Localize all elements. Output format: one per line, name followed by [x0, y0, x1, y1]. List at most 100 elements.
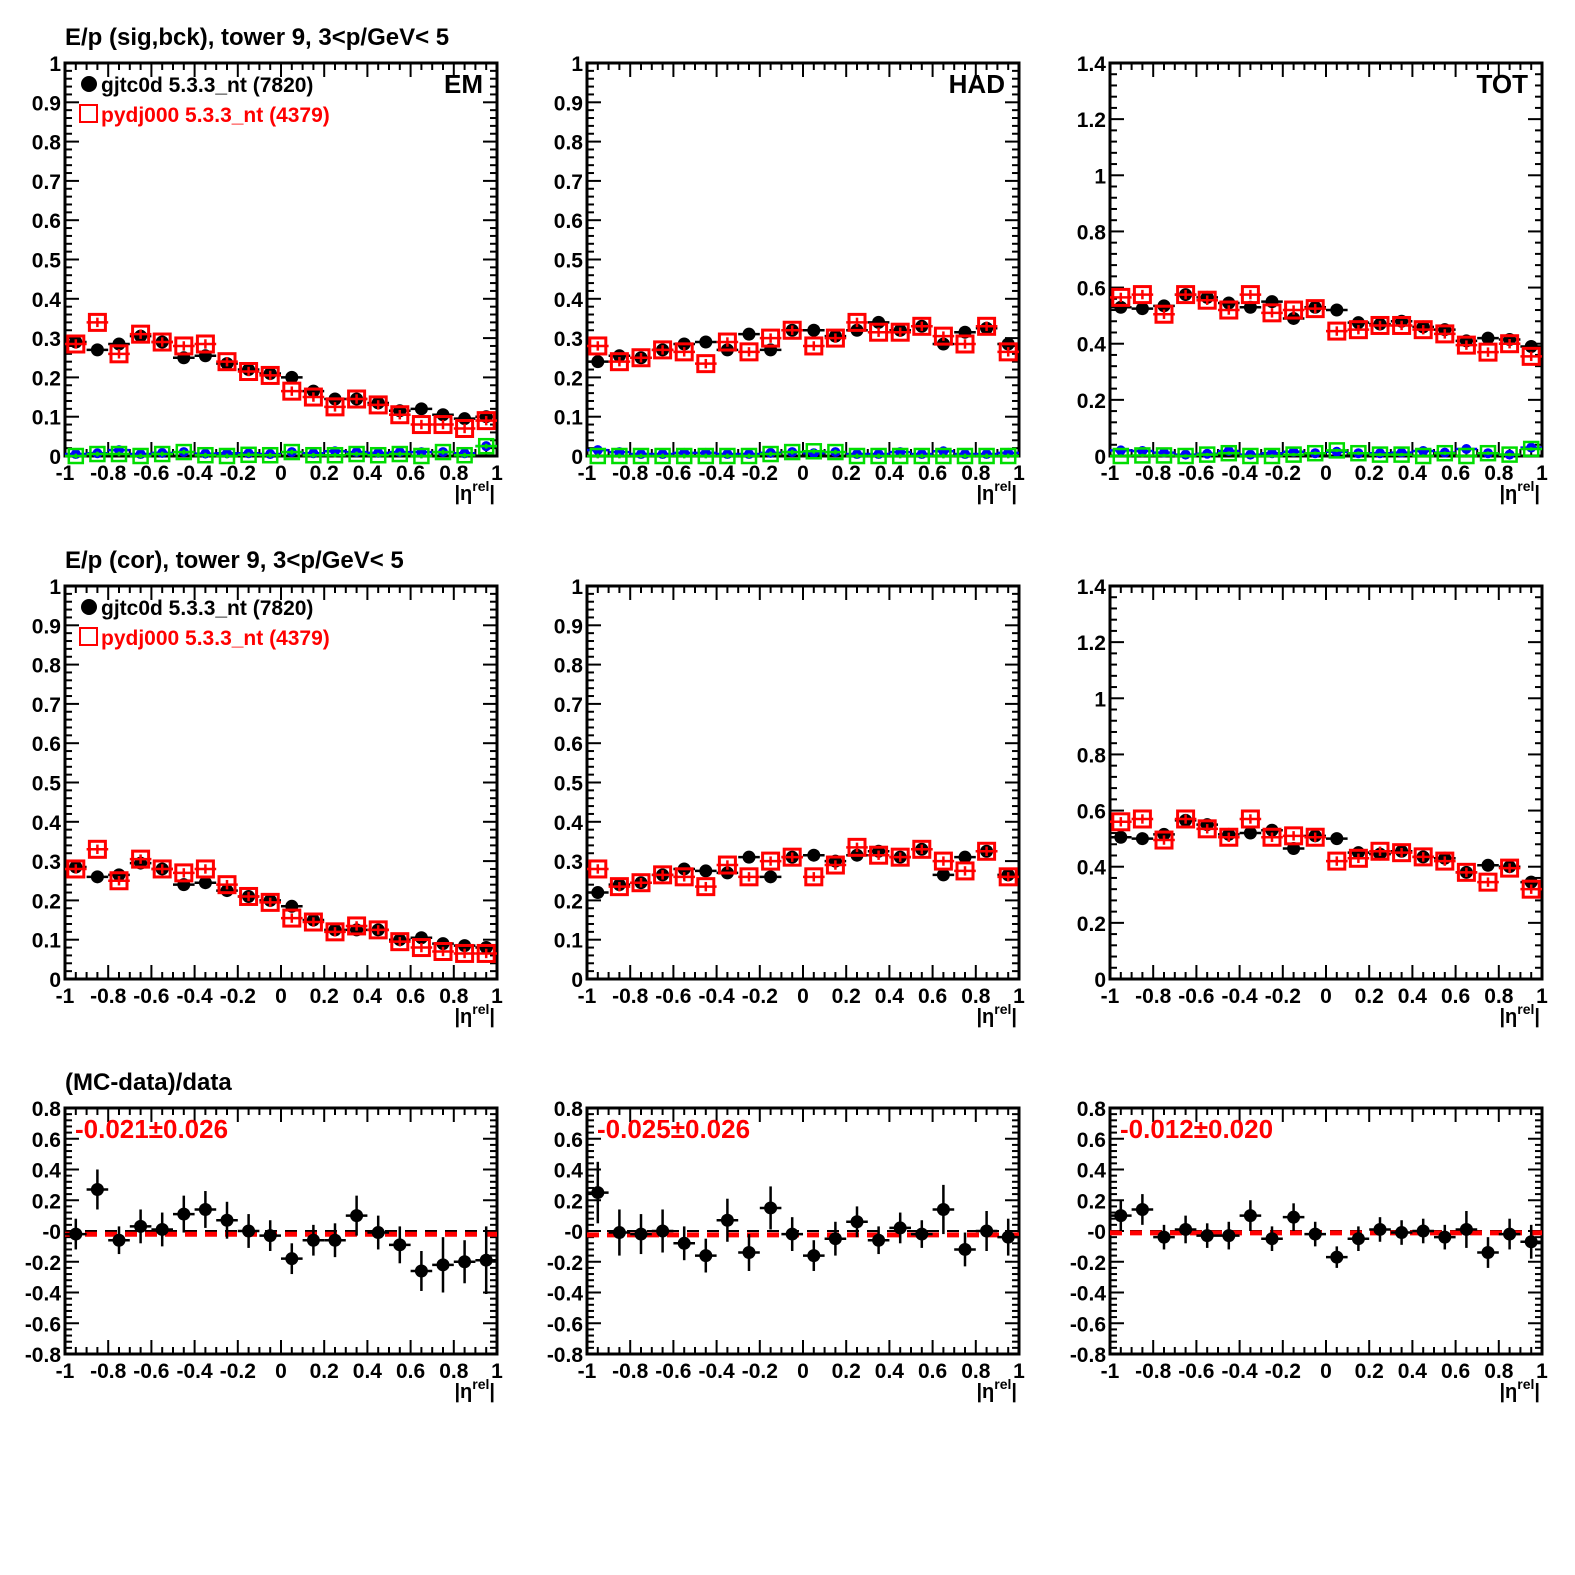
y-tick-label: 0.8	[1077, 221, 1107, 244]
mc-point	[1262, 303, 1282, 323]
bkg-mc-point	[283, 443, 301, 461]
series-data	[587, 1161, 1019, 1273]
x-tick-label: -0.6	[655, 1360, 691, 1383]
mc-point	[411, 415, 431, 435]
x-tick-label: -0.8	[90, 462, 127, 485]
y-tick-label: 0.2	[554, 367, 583, 390]
data-point	[458, 1255, 472, 1269]
x-axis-label-sup: rel	[994, 1376, 1011, 1392]
data-point	[828, 1232, 842, 1246]
bkg-mc-point	[391, 445, 409, 463]
x-tick-label: -0.2	[742, 985, 778, 1008]
mc-point	[1262, 827, 1282, 847]
x-tick-label: -0.2	[1265, 462, 1301, 485]
data-point	[350, 1209, 364, 1223]
y-tick-label: 1.2	[1077, 109, 1106, 132]
data-point	[1001, 1230, 1015, 1244]
bkg-mc-point	[848, 447, 866, 465]
chart-panel-ratio-had: -1 -0.8 -0.6 -0.4 -0.2 0 0.2 0.4 0.6 0.8 1|ηrel|-0…	[547, 1098, 1025, 1403]
y-tick-label: 0.4	[32, 812, 62, 835]
plot-frame	[1108, 584, 1544, 981]
x-tick-label: -1	[56, 1360, 75, 1383]
y-tick-label: -0.8	[25, 1344, 62, 1367]
data-point	[591, 886, 605, 900]
y-tick-label: 0	[1094, 969, 1106, 992]
x-axis-label: |ηrel|	[454, 478, 495, 505]
data-point	[807, 848, 821, 862]
x-axis-label-end: |	[489, 1381, 495, 1403]
data-point	[936, 1202, 950, 1216]
x-tick-label: 0.2	[310, 1360, 339, 1383]
legend-data-label: gjtc0d 5.3.3_nt (7820)	[101, 74, 313, 97]
series-data	[1110, 813, 1542, 889]
data-point	[807, 1249, 821, 1263]
mc-point	[1348, 848, 1368, 868]
y-tick-label: 0.6	[554, 733, 583, 756]
mc-point	[390, 405, 410, 425]
y-tick-label: -0.2	[547, 1252, 583, 1275]
bkg-mc-point	[1285, 446, 1302, 463]
mc-point	[804, 336, 824, 356]
bkg-mc-point	[719, 447, 736, 465]
y-tick-label: -0.6	[25, 1313, 61, 1336]
data-point	[479, 1253, 493, 1267]
data-point	[198, 876, 212, 890]
bkg-mc-point	[197, 446, 214, 464]
data-point	[1524, 340, 1538, 354]
y-tick-label: 0.3	[32, 328, 61, 351]
bkg-mc-point	[611, 447, 628, 465]
series-data	[1110, 1194, 1542, 1268]
mc-point	[195, 334, 215, 354]
y-tick-label: 0	[571, 969, 583, 992]
series-data	[587, 315, 1019, 369]
x-tick-label: 1	[491, 462, 503, 485]
bkg-mc-point	[240, 446, 257, 464]
data-point	[220, 1213, 234, 1227]
x-tick-label: -0.8	[90, 985, 127, 1008]
data-point	[1373, 1222, 1387, 1236]
data-point	[90, 343, 104, 357]
data-point	[872, 1233, 886, 1247]
data-point	[591, 1186, 605, 1200]
legend-data-label: gjtc0d 5.3.3_nt (7820)	[101, 597, 313, 620]
y-tick-label: 0.4	[32, 289, 62, 312]
bkg-mc-point	[913, 447, 931, 465]
mc-point	[869, 322, 889, 342]
data-point	[306, 1233, 320, 1247]
x-tick-label: -1	[578, 462, 597, 485]
data-point	[414, 931, 428, 945]
mc-point	[1413, 320, 1433, 340]
y-tick-label: 0.2	[32, 1190, 61, 1213]
y-tick-label: 0.8	[554, 655, 584, 678]
y-tick-label: 0.3	[554, 328, 583, 351]
x-tick-label: 0	[797, 985, 809, 1008]
data-point	[612, 1226, 626, 1240]
x-tick-label: -0.6	[655, 985, 691, 1008]
data-point	[656, 1224, 670, 1238]
x-tick-label: 0.4	[353, 1360, 383, 1383]
mc-point	[109, 871, 129, 891]
mc-point	[131, 849, 151, 869]
y-tick-label: 0.4	[1077, 334, 1107, 357]
series-mc	[65, 312, 497, 438]
x-tick-label: -1	[1101, 462, 1120, 485]
y-tick-label: 0.2	[32, 367, 61, 390]
data-point	[1438, 1230, 1452, 1244]
mc-point	[1456, 335, 1476, 355]
y-tick-label: 0.7	[32, 171, 61, 194]
data-point	[764, 1201, 778, 1215]
x-axis-label-sup: rel	[472, 478, 489, 494]
data-point	[1135, 1202, 1149, 1216]
series-data	[65, 329, 497, 426]
x-tick-label: 0.4	[353, 462, 383, 485]
x-tick-label: 0.8	[439, 985, 469, 1008]
x-axis-label-end: |	[489, 483, 495, 505]
mc-point	[1219, 827, 1239, 847]
y-tick-label: -0.2	[1070, 1252, 1106, 1275]
y-tick-label: 0.6	[32, 210, 61, 233]
x-tick-label: -0.8	[1135, 985, 1172, 1008]
x-tick-label: 0	[797, 1360, 809, 1383]
y-tick-label: -0.8	[547, 1344, 584, 1367]
bkg-mc-point	[740, 447, 758, 465]
